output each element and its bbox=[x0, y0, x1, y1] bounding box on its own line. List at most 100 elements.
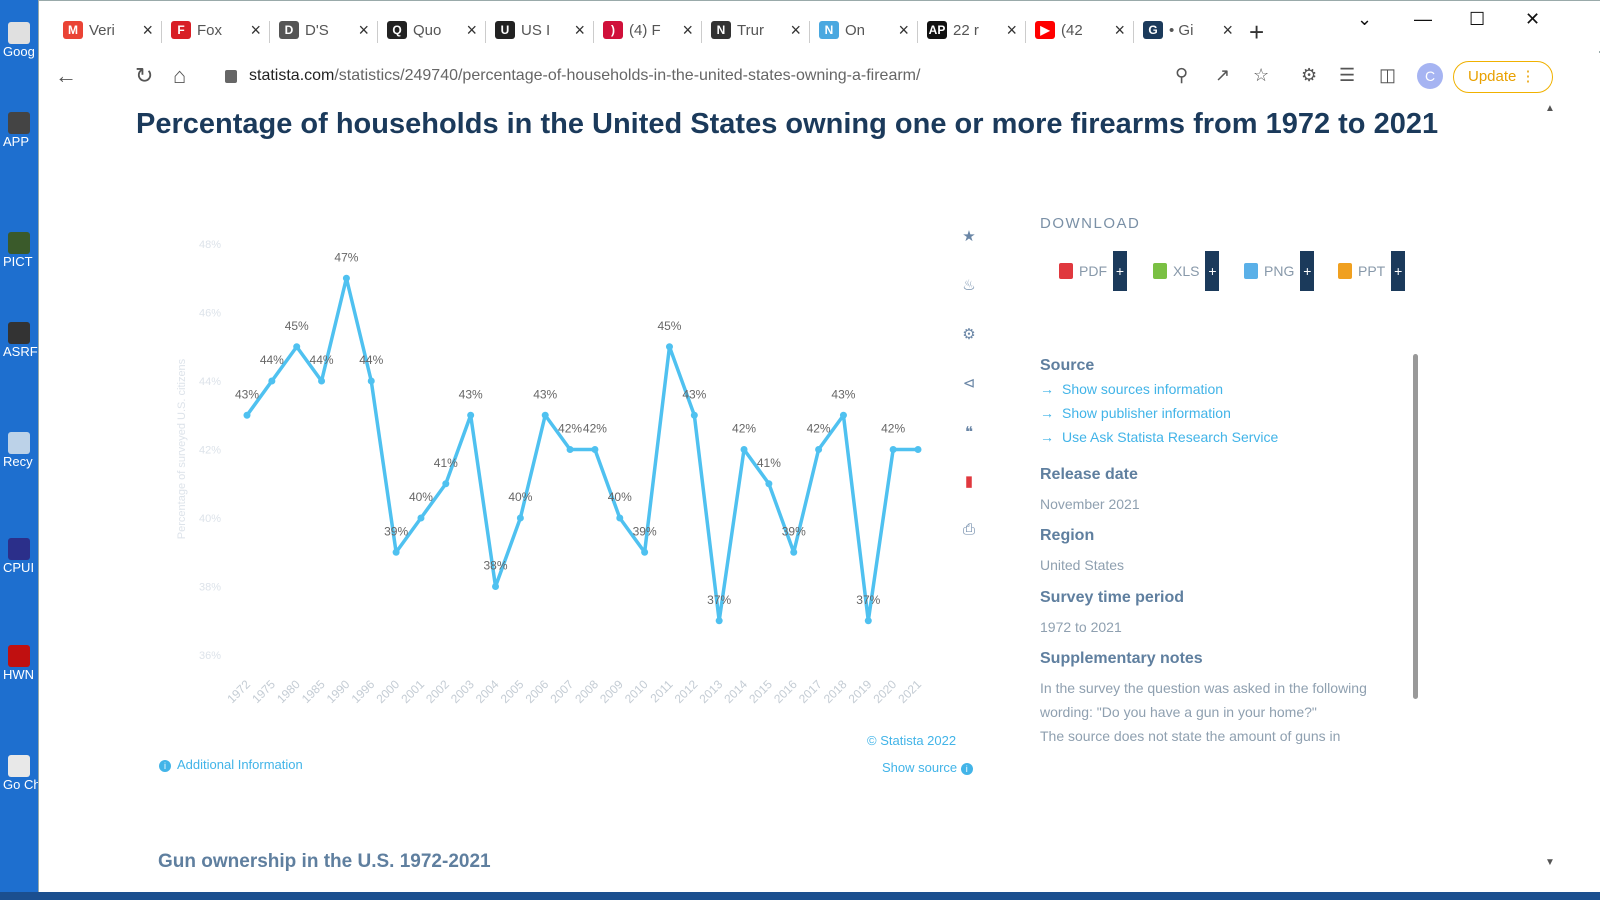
data-point bbox=[591, 446, 599, 453]
data-label: 43% bbox=[831, 387, 855, 401]
show-source-link[interactable]: Show source i bbox=[882, 760, 979, 775]
media-icon[interactable]: ☰ bbox=[1339, 65, 1356, 85]
plus-icon[interactable]: + bbox=[1300, 251, 1315, 291]
browser-tab[interactable]: N Trur × bbox=[711, 15, 801, 45]
reload-button[interactable]: ↻ bbox=[135, 63, 154, 88]
settings-gear-icon[interactable]: ⚙ bbox=[962, 326, 976, 343]
desktop-shortcut[interactable]: ASRF bbox=[0, 322, 38, 360]
desktop-shortcut[interactable]: Goog bbox=[0, 22, 38, 60]
data-point bbox=[765, 480, 773, 488]
close-tab-icon[interactable]: × bbox=[250, 19, 261, 40]
browser-tab[interactable]: Q Quo × bbox=[387, 15, 477, 45]
close-tab-icon[interactable]: × bbox=[682, 19, 693, 40]
citation-quote-icon[interactable]: ❝ bbox=[964, 424, 974, 441]
extensions-icon[interactable]: ⚙ bbox=[1301, 65, 1318, 85]
statista-copyright[interactable]: © Statista 2022 bbox=[867, 733, 957, 748]
close-tab-icon[interactable]: × bbox=[898, 19, 909, 40]
zoom-icon[interactable]: ⚲ bbox=[1175, 65, 1189, 85]
tab-title: D'S bbox=[305, 21, 329, 39]
x-tick-label: 2009 bbox=[597, 677, 626, 706]
plus-icon[interactable]: + bbox=[1391, 251, 1406, 291]
browser-tab[interactable]: ) (4) F × bbox=[603, 15, 693, 45]
show-sources-link[interactable]: Show sources information bbox=[1040, 377, 1400, 401]
close-tab-icon[interactable]: × bbox=[1006, 19, 1017, 40]
close-tab-icon[interactable]: × bbox=[466, 19, 477, 40]
additional-information-link[interactable]: i Additional Information bbox=[159, 757, 303, 772]
share-icon[interactable]: ⊲ bbox=[962, 375, 976, 392]
x-tick-label: 1980 bbox=[274, 677, 303, 706]
series-line bbox=[245, 276, 918, 623]
bookmark-star-icon[interactable]: ☆ bbox=[1253, 65, 1270, 85]
data-label: 39% bbox=[384, 524, 408, 538]
plus-icon[interactable]: + bbox=[1113, 251, 1127, 291]
download-xls-button[interactable]: XLS + bbox=[1153, 251, 1220, 291]
plus-icon[interactable]: + bbox=[1205, 251, 1220, 291]
data-point bbox=[516, 514, 524, 522]
favorite-star-icon[interactable]: ★ bbox=[962, 228, 976, 245]
shortcut-label: CPUI bbox=[3, 560, 35, 575]
download-format-label: PPT bbox=[1358, 263, 1386, 279]
ask-statista-link[interactable]: Use Ask Statista Research Service bbox=[1040, 425, 1400, 449]
data-label: 43% bbox=[682, 387, 706, 401]
survey-period-value: 1972 to 2021 bbox=[1040, 619, 1122, 635]
close-tab-icon[interactable]: × bbox=[358, 19, 369, 40]
data-point bbox=[566, 446, 574, 453]
x-tick-label: 2011 bbox=[647, 677, 675, 705]
scroll-up-arrow[interactable]: ▲ bbox=[1545, 103, 1555, 114]
desktop-shortcut[interactable]: APP bbox=[0, 112, 38, 150]
browser-tab[interactable]: AP 22 r × bbox=[927, 15, 1017, 45]
desktop-shortcut[interactable]: HWN bbox=[0, 645, 38, 683]
data-point bbox=[914, 446, 922, 453]
desktop-shortcut[interactable]: CPUI bbox=[0, 538, 38, 576]
tab-search-icon[interactable]: ⌄ bbox=[1357, 9, 1373, 29]
scroll-down-arrow[interactable]: ▼ bbox=[1545, 857, 1555, 868]
page-title: Percentage of households in the United S… bbox=[136, 108, 1439, 140]
data-point bbox=[864, 617, 872, 625]
download-ppt-button[interactable]: PPT + bbox=[1338, 251, 1406, 291]
maximize-button[interactable]: ☐ bbox=[1469, 9, 1486, 29]
browser-tab[interactable]: N On × bbox=[819, 15, 909, 45]
new-tab-button[interactable]: + bbox=[1249, 17, 1265, 47]
tab-title: (42 bbox=[1061, 21, 1083, 39]
browser-tab[interactable]: D D'S × bbox=[279, 15, 369, 45]
data-point bbox=[392, 548, 400, 556]
show-publisher-link[interactable]: Show publisher information bbox=[1040, 401, 1400, 425]
address-bar[interactable]: statista.com/statistics/249740/percentag… bbox=[225, 61, 1005, 91]
close-window-button[interactable]: ✕ bbox=[1525, 9, 1541, 29]
close-tab-icon[interactable]: × bbox=[790, 19, 801, 40]
close-tab-icon[interactable]: × bbox=[1222, 19, 1233, 40]
download-pdf-button[interactable]: PDF + bbox=[1059, 251, 1127, 291]
browser-tab[interactable]: G • Gi × bbox=[1143, 15, 1233, 45]
share-icon[interactable]: ↗ bbox=[1215, 65, 1231, 85]
home-button[interactable]: ⌂ bbox=[173, 63, 187, 88]
x-tick-label: 2019 bbox=[846, 677, 875, 706]
shortcut-label: PICT bbox=[3, 254, 33, 269]
section-heading: Gun ownership in the U.S. 1972-2021 bbox=[158, 851, 491, 872]
close-tab-icon[interactable]: × bbox=[142, 19, 153, 40]
back-button[interactable]: ← bbox=[55, 63, 77, 88]
profile-avatar[interactable]: C bbox=[1417, 63, 1443, 89]
desktop-shortcut[interactable]: PICT bbox=[0, 232, 38, 270]
download-png-button[interactable]: PNG + bbox=[1244, 251, 1315, 291]
ds-icon: D bbox=[279, 21, 299, 39]
release-date-value: November 2021 bbox=[1040, 496, 1140, 512]
minimize-button[interactable]: — bbox=[1414, 9, 1432, 29]
browser-tab[interactable]: M Veri × bbox=[63, 15, 153, 45]
browser-tab[interactable]: U US I × bbox=[495, 15, 585, 45]
browser-tab[interactable]: F Fox × bbox=[171, 15, 261, 45]
close-tab-icon[interactable]: × bbox=[574, 19, 585, 40]
data-label: 45% bbox=[285, 319, 309, 333]
notes-scrollbar[interactable] bbox=[1413, 354, 1418, 699]
data-point bbox=[367, 377, 375, 385]
x-tick-label: 2016 bbox=[771, 677, 800, 706]
browser-tab[interactable]: ▶ (42 × bbox=[1035, 15, 1125, 45]
notification-bell-icon[interactable]: ♨ bbox=[962, 277, 976, 294]
desktop-shortcut[interactable]: Go Ch bbox=[0, 755, 38, 793]
desktop-shortcut[interactable]: Recy bbox=[0, 432, 38, 470]
close-tab-icon[interactable]: × bbox=[1114, 19, 1125, 40]
side-panel-icon[interactable]: ◫ bbox=[1379, 65, 1397, 85]
tab-title: Trur bbox=[737, 21, 764, 39]
print-icon[interactable]: ⎙ bbox=[962, 521, 975, 538]
french-flag-icon[interactable]: ▮ bbox=[964, 473, 974, 490]
update-button[interactable]: Update ⋮ bbox=[1453, 61, 1553, 93]
